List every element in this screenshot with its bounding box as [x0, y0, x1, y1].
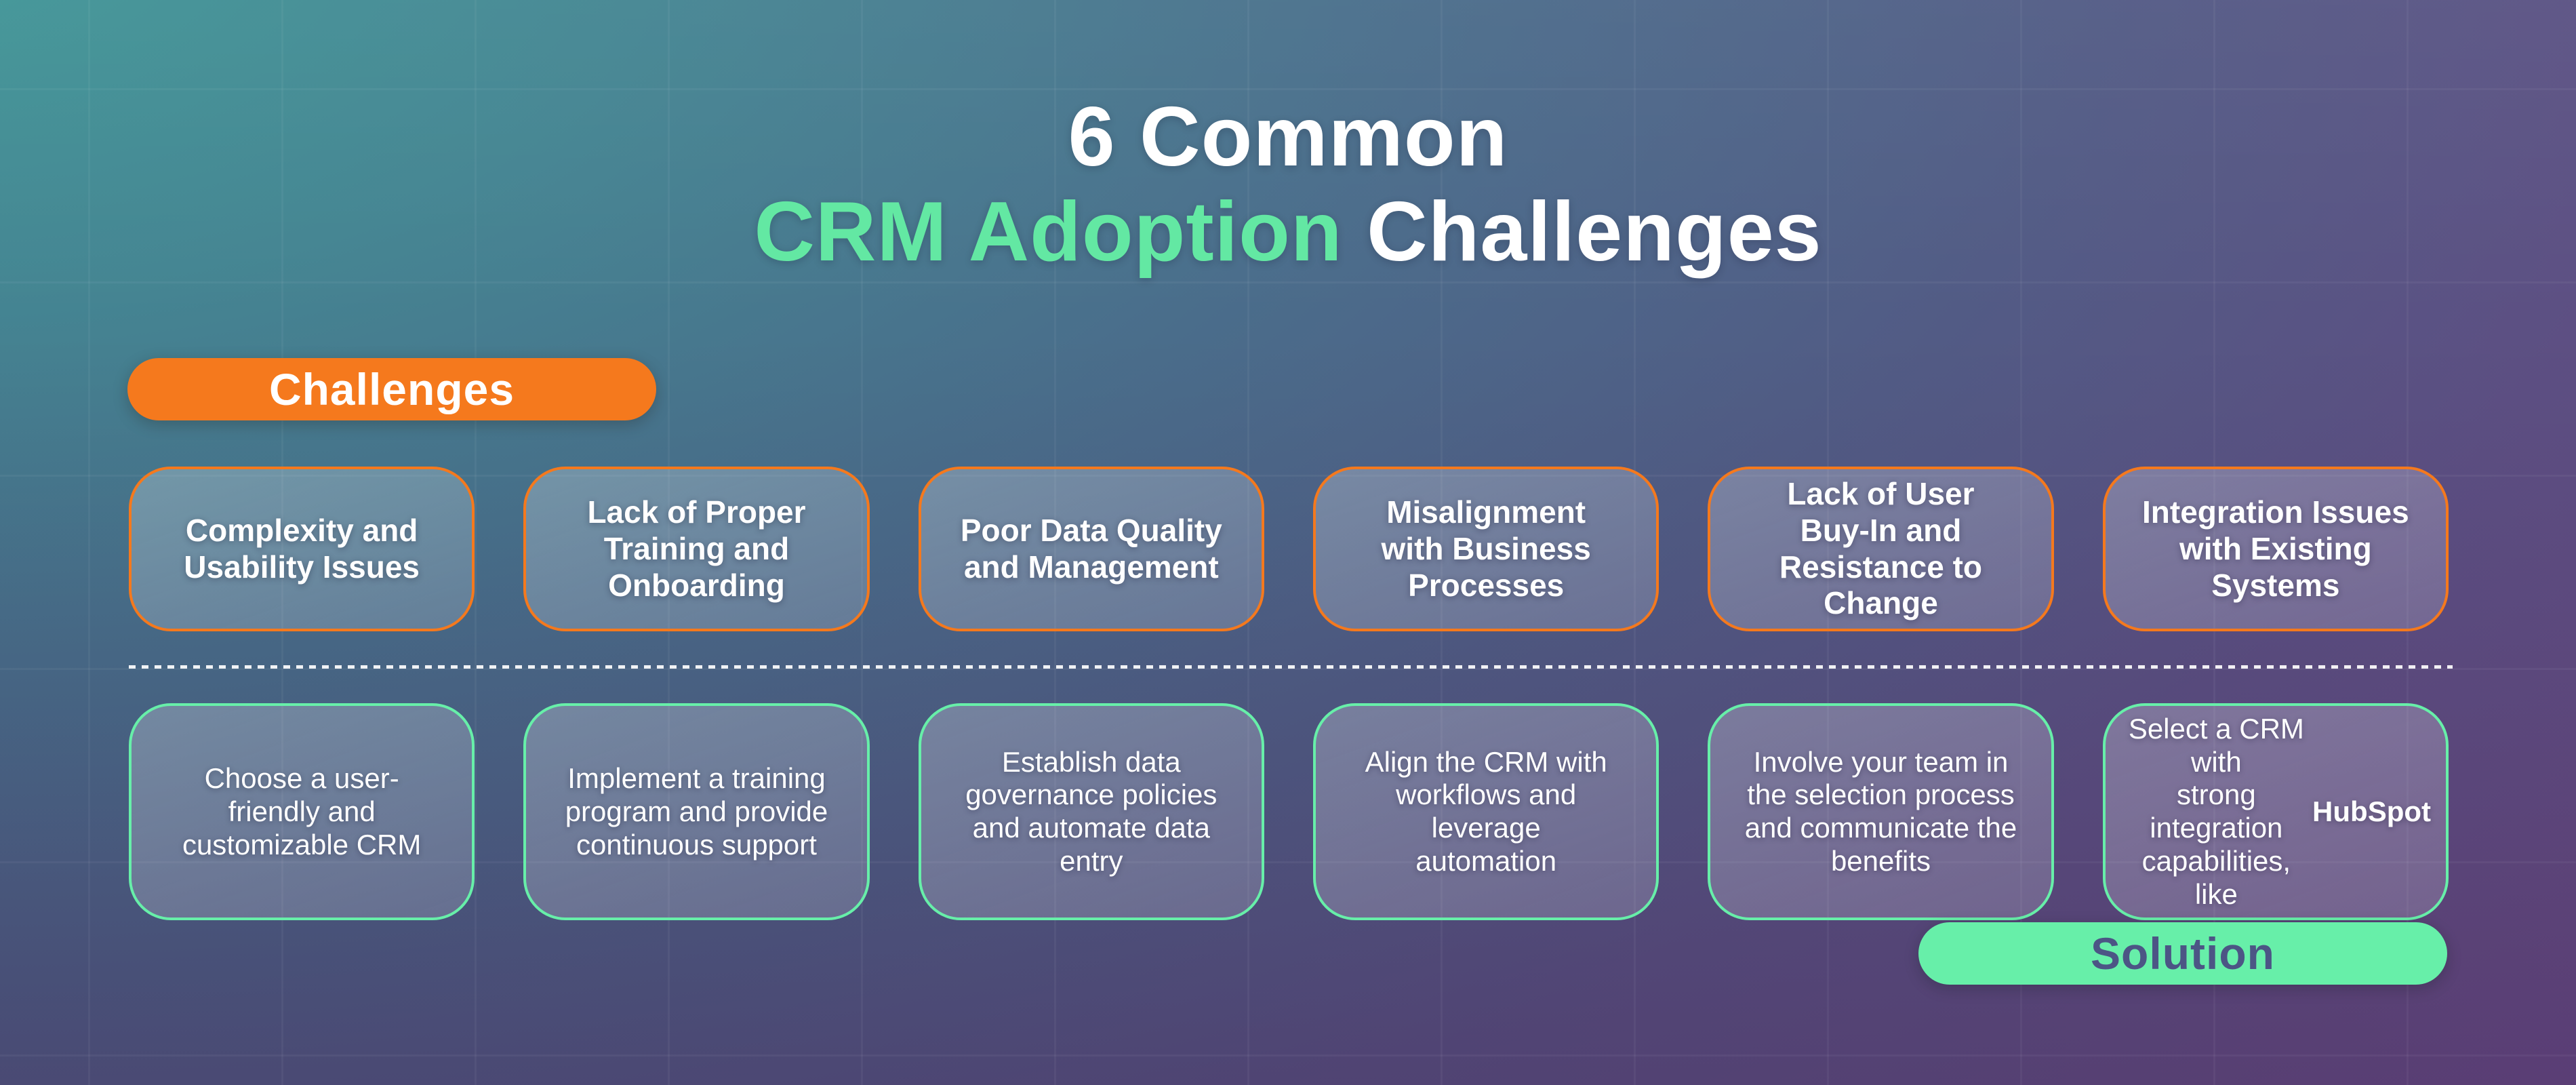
solution-hubspot-text: Select a CRM with strong integration cap…: [2128, 713, 2304, 910]
challenges-badge: Challenges: [127, 358, 656, 420]
solution-card-data-governance: Establish data governance policies and a…: [918, 703, 1264, 921]
dotted-divider: [129, 665, 2453, 669]
solution-card-hubspot: Select a CRM with strong integration cap…: [2102, 703, 2449, 921]
page-title: 6 Common CRM Adoption Challenges: [0, 90, 2576, 279]
solution-card-user-friendly: Choose a user- friendly and customizable…: [129, 703, 475, 921]
challenge-card-integration: Integration Issues with Existing Systems: [2102, 467, 2449, 632]
solution-card-training-program: Implement a training program and provide…: [523, 703, 870, 921]
solutions-row: Choose a user- friendly and customizable…: [129, 703, 2449, 921]
solution-card-involve-team: Involve your team in the selection proce…: [1708, 703, 2054, 921]
challenge-card-buy-in: Lack of User Buy-In and Resistance to Ch…: [1708, 467, 2054, 632]
challenge-card-data-quality: Poor Data Quality and Management: [918, 467, 1264, 632]
challenge-card-complexity: Complexity and Usability Issues: [129, 467, 475, 632]
challenge-card-misalignment: Misalignment with Business Processes: [1313, 467, 1659, 632]
solution-hubspot-highlight: HubSpot: [2312, 795, 2431, 827]
challenges-badge-label: Challenges: [268, 364, 515, 414]
title-line1: 6 Common: [1068, 90, 1508, 184]
title-highlight-text: CRM Adoption: [754, 185, 1343, 279]
challenges-row: Complexity and Usability Issues Lack of …: [129, 467, 2449, 632]
title-rest-text: Challenges: [1367, 185, 1822, 279]
solution-card-align-workflows: Align the CRM with workflows and leverag…: [1313, 703, 1659, 921]
challenge-card-training: Lack of Proper Training and Onboarding: [523, 467, 870, 632]
solution-badge: Solution: [1918, 922, 2447, 985]
solution-badge-label: Solution: [2091, 928, 2275, 979]
